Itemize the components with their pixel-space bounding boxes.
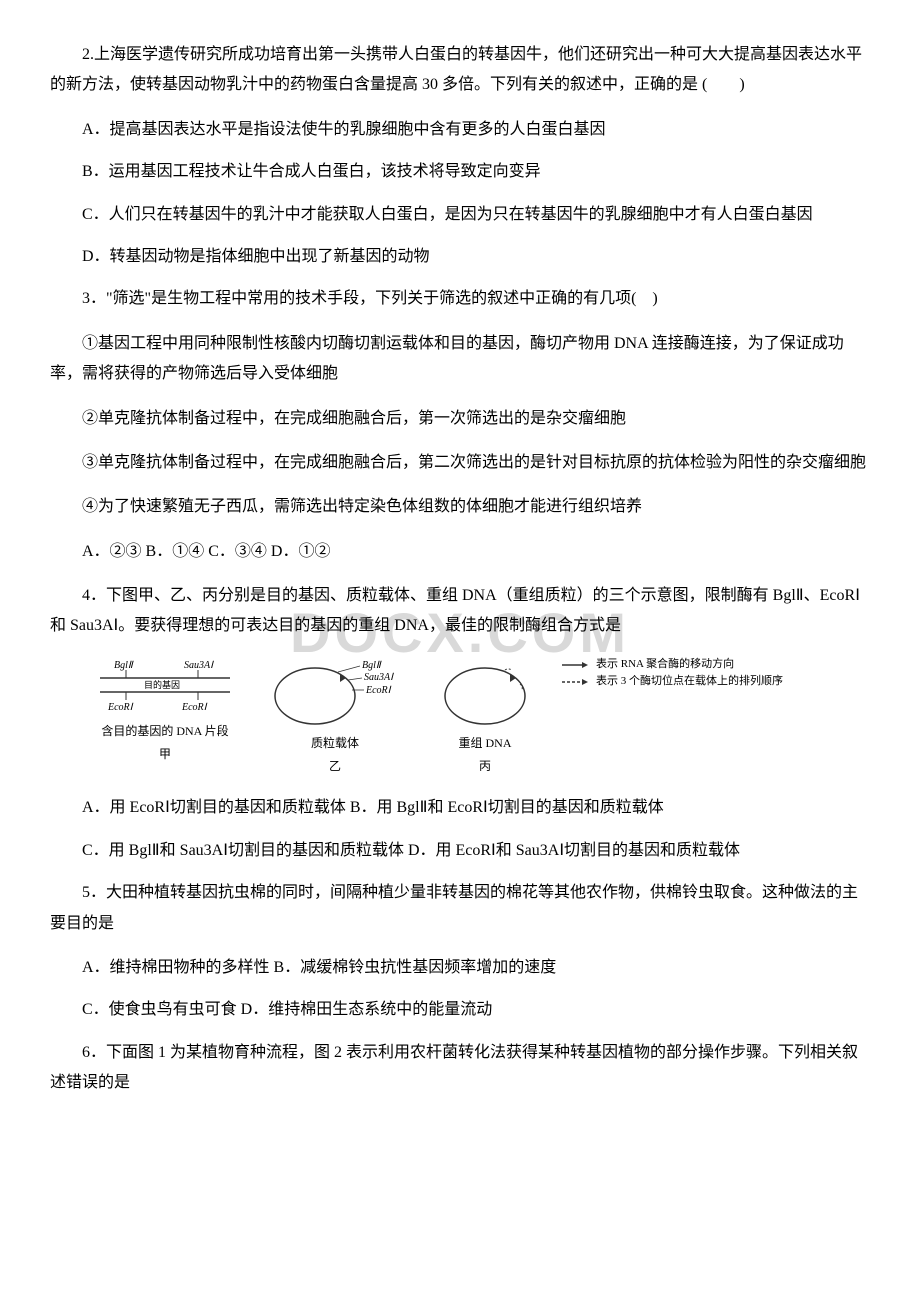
- document-content: 2.上海医学遗传研究所成功培育出第一头携带人白蛋白的转基因牛，他们还研究出一种可…: [50, 40, 870, 1099]
- q4-diagram-row: BglⅡ Sau3AⅠ 目的基因 EcoRⅠ EcoRⅠ 含目的基因的 DNA …: [90, 656, 870, 778]
- jia-sub1: 含目的基因的 DNA 片段: [101, 720, 228, 743]
- q3-item-3: ③单克隆抗体制备过程中，在完成细胞融合后，第二次筛选出的是针对目标抗原的抗体检验…: [50, 448, 870, 478]
- diagram-yi: BglⅡ Sau3AⅠ EcoRⅠ 质粒载体 乙: [260, 656, 410, 778]
- jia-eco1: EcoRⅠ: [107, 702, 134, 713]
- bing-sub2: 丙: [479, 755, 491, 778]
- legend-text-2: 表示 3 个酶切位点在载体上的排列顺序: [596, 673, 783, 691]
- yi-sub1: 质粒载体: [311, 732, 359, 755]
- legend-text-1: 表示 RNA 聚合酶的移动方向: [596, 656, 734, 674]
- q2-option-c: C．人们只在转基因牛的乳汁中才能获取人白蛋白，是因为只在转基因牛的乳腺细胞中才有…: [50, 200, 870, 230]
- jia-sau: Sau3AⅠ: [184, 660, 214, 671]
- legend-row-1: 表示 RNA 聚合酶的移动方向: [560, 656, 783, 674]
- q5-option-cd: C．使食虫鸟有虫可食 D．维持棉田生态系统中的能量流动: [50, 995, 870, 1025]
- diagram-legend: 表示 RNA 聚合酶的移动方向 表示 3 个酶切位点在载体上的排列顺序: [560, 656, 783, 691]
- q2-option-a: A．提高基因表达水平是指设法使牛的乳腺细胞中含有更多的人白蛋白基因: [50, 115, 870, 145]
- jia-mid: 目的基因: [144, 679, 180, 690]
- q3-item-2: ②单克隆抗体制备过程中，在完成细胞融合后，第一次筛选出的是杂交瘤细胞: [50, 404, 870, 434]
- q2-option-b: B．运用基因工程技术让牛合成人白蛋白，该技术将导致定向变异: [50, 157, 870, 187]
- q4-option-ab: A．用 EcoRⅠ切割目的基因和质粒载体 B．用 BglⅡ和 EcoRⅠ切割目的…: [50, 793, 870, 823]
- jia-sub2: 甲: [159, 743, 171, 766]
- diagram-bing: 重组 DNA 丙: [430, 656, 540, 778]
- yi-eco: EcoRⅠ: [365, 685, 392, 696]
- q5-option-ab: A．维持棉田物种的多样性 B．减缓棉铃虫抗性基因频率增加的速度: [50, 953, 870, 983]
- bing-sub1: 重组 DNA: [459, 732, 512, 755]
- arrow-dashed-icon: [560, 677, 590, 687]
- q4-stem: 4．下图甲、乙、丙分别是目的基因、质粒载体、重组 DNA（重组质粒）的三个示意图…: [50, 581, 870, 642]
- diagram-bing-svg: [430, 656, 540, 728]
- q3-stem: 3．"筛选"是生物工程中常用的技术手段，下列关于筛选的叙述中正确的有几项( ): [50, 284, 870, 314]
- diagram-jia-svg: BglⅡ Sau3AⅠ 目的基因 EcoRⅠ EcoRⅠ: [90, 656, 240, 716]
- jia-eco2: EcoRⅠ: [181, 702, 208, 713]
- arrow-solid-icon: [560, 660, 590, 670]
- q3-options: A．②③ B．①④ C．③④ D．①②: [50, 537, 870, 567]
- q3-item-4: ④为了快速繁殖无子西瓜，需筛选出特定染色体组数的体细胞才能进行组织培养: [50, 492, 870, 522]
- jia-bgl: BglⅡ: [114, 660, 134, 671]
- q6-stem: 6．下面图 1 为某植物育种流程，图 2 表示利用农杆菌转化法获得某种转基因植物…: [50, 1038, 870, 1099]
- yi-bgl: BglⅡ: [362, 660, 382, 671]
- legend-row-2: 表示 3 个酶切位点在载体上的排列顺序: [560, 673, 783, 691]
- q2-stem: 2.上海医学遗传研究所成功培育出第一头携带人白蛋白的转基因牛，他们还研究出一种可…: [50, 40, 870, 101]
- diagram-yi-svg: BglⅡ Sau3AⅠ EcoRⅠ: [260, 656, 410, 728]
- yi-sau: Sau3AⅠ: [364, 672, 394, 683]
- q5-stem: 5．大田种植转基因抗虫棉的同时，间隔种植少量非转基因的棉花等其他农作物，供棉铃虫…: [50, 878, 870, 939]
- diagram-jia: BglⅡ Sau3AⅠ 目的基因 EcoRⅠ EcoRⅠ 含目的基因的 DNA …: [90, 656, 240, 766]
- q3-item-1: ①基因工程中用同种限制性核酸内切酶切割运载体和目的基因，酶切产物用 DNA 连接…: [50, 329, 870, 390]
- q2-option-d: D．转基因动物是指体细胞中出现了新基因的动物: [50, 242, 870, 272]
- yi-sub2: 乙: [329, 755, 341, 778]
- q4-option-cd: C．用 BglⅡ和 Sau3AⅠ切割目的基因和质粒载体 D．用 EcoRⅠ和 S…: [50, 836, 870, 866]
